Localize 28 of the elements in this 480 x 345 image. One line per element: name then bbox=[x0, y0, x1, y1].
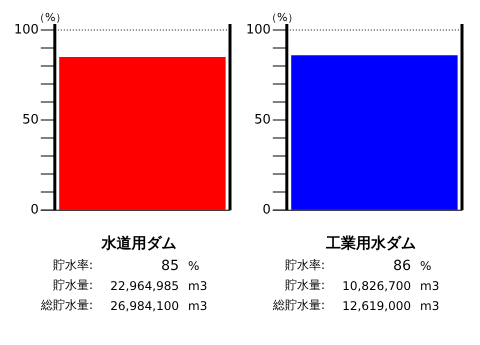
text: 22,964,985 bbox=[109, 278, 180, 294]
y-axis-title: （%） bbox=[266, 10, 298, 24]
text: m3 bbox=[187, 278, 208, 294]
text: 26,984,100 bbox=[109, 298, 180, 314]
text: 貯水量: bbox=[52, 277, 94, 294]
text: 貯水量: bbox=[284, 277, 326, 294]
y-tick-label: 100 bbox=[246, 22, 271, 38]
y-tick-label: 0 bbox=[30, 202, 39, 218]
y-tick-label: 0 bbox=[262, 202, 271, 218]
text: 85 bbox=[160, 256, 180, 275]
y-axis-title: （%） bbox=[34, 10, 66, 24]
text: 総貯水量: bbox=[272, 297, 326, 314]
text: 貯水率: bbox=[52, 257, 94, 274]
text: 貯水率: bbox=[284, 257, 326, 274]
text: 86 bbox=[392, 256, 412, 275]
text: 水道用ダム bbox=[100, 234, 178, 253]
text: 10,826,700 bbox=[341, 278, 412, 294]
text: m3 bbox=[187, 298, 208, 314]
text: 12,619,000 bbox=[341, 298, 412, 314]
y-tick-label: 50 bbox=[22, 112, 39, 128]
text: m3 bbox=[419, 278, 440, 294]
text: % bbox=[419, 258, 432, 274]
y-tick-label: 100 bbox=[14, 22, 39, 38]
y-tick-label: 50 bbox=[254, 112, 271, 128]
text: 総貯水量: bbox=[40, 297, 94, 314]
text: % bbox=[187, 258, 200, 274]
text: 工業用水ダム bbox=[325, 234, 417, 253]
text: m3 bbox=[419, 298, 440, 314]
